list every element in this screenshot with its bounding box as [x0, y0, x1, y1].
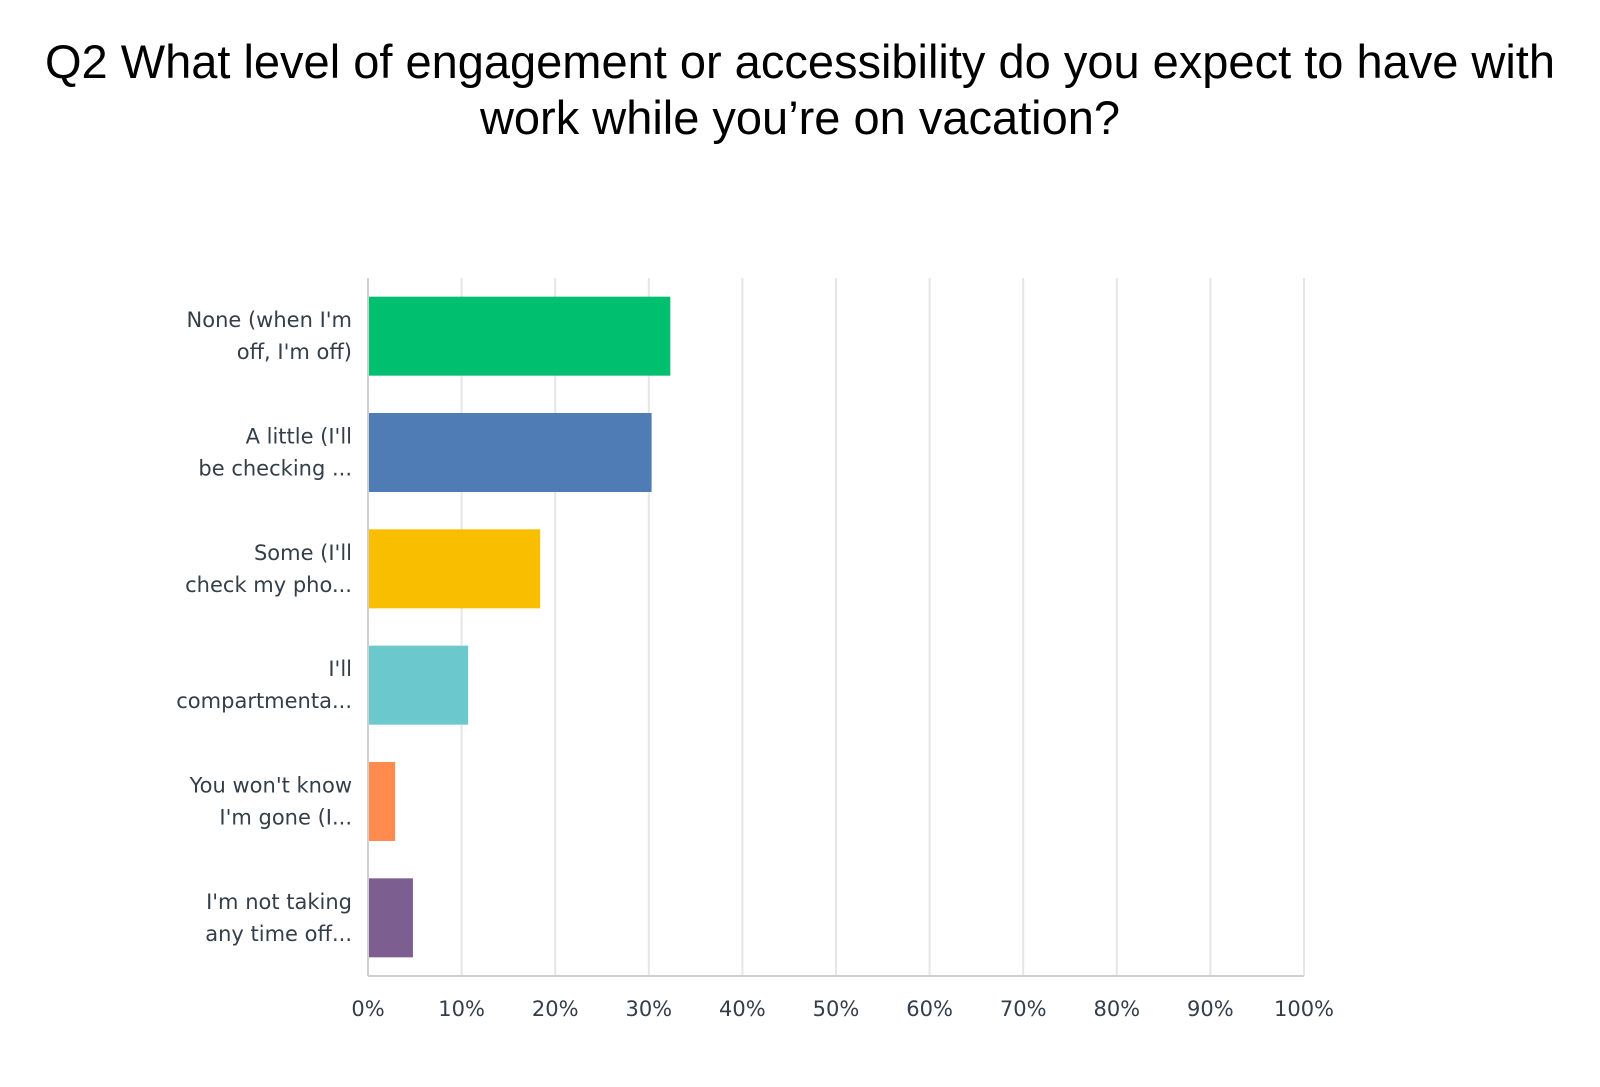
- chart-title: Q2 What level of engagement or accessibi…: [0, 34, 1600, 146]
- category-label: I'm gone (I...: [219, 806, 352, 830]
- bar: [369, 296, 671, 376]
- bar: [369, 878, 413, 958]
- x-tick-label: 10%: [438, 997, 485, 1021]
- x-tick-label: 80%: [1093, 997, 1140, 1021]
- category-label: Some (I'll: [254, 541, 352, 565]
- category-label: A little (I'll: [246, 425, 352, 449]
- category-label: None (when I'm: [187, 308, 352, 332]
- category-label: compartmenta...: [176, 689, 352, 713]
- grid-lines: [460, 278, 1305, 976]
- x-tick-label: 20%: [532, 997, 579, 1021]
- bar: [369, 645, 469, 725]
- category-label: I'm not taking: [206, 890, 352, 914]
- chart-title-line-2: work while you’re on vacation?: [479, 91, 1121, 144]
- bar: [369, 762, 396, 841]
- x-tick-label: 0%: [351, 997, 384, 1021]
- x-tick-label: 50%: [813, 997, 860, 1021]
- category-label: You won't know: [189, 774, 352, 798]
- x-tick-label: 90%: [1187, 997, 1234, 1021]
- x-tick-label: 60%: [906, 997, 953, 1021]
- category-label: be checking ...: [198, 457, 352, 481]
- category-label: I'll: [328, 657, 352, 681]
- x-tick-labels: 0% 10% 20% 30% 40% 50% 60% 70% 80% 90% 100%: [351, 997, 1334, 1021]
- x-tick-label: 30%: [625, 997, 672, 1021]
- bar: [369, 413, 652, 492]
- category-label: off, I'm off): [237, 340, 352, 364]
- bar: [369, 529, 541, 609]
- x-tick-label: 100%: [1274, 997, 1334, 1021]
- category-labels: None (when I'm off, I'm off) A little (I'l…: [176, 308, 352, 946]
- x-tick-label: 70%: [1000, 997, 1047, 1021]
- x-tick-label: 40%: [719, 997, 766, 1021]
- chart-title-line-1: Q2 What level of engagement or accessibi…: [44, 35, 1556, 88]
- category-label: check my pho...: [185, 573, 352, 597]
- category-label: any time off...: [205, 922, 352, 946]
- axes: [367, 278, 1304, 977]
- bars: [369, 296, 671, 958]
